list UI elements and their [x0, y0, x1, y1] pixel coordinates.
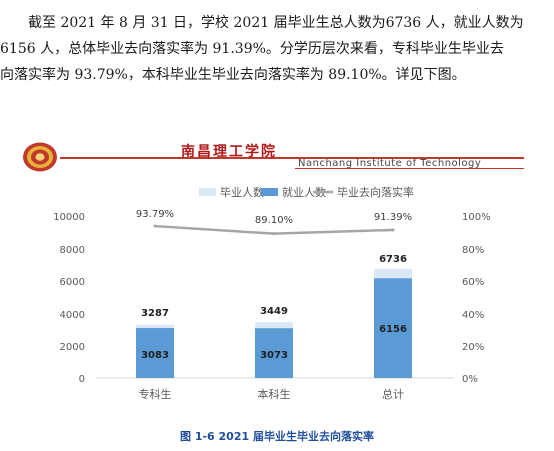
left-tick-label: 8000 [60, 245, 85, 256]
rate-label: 89.10% [255, 215, 293, 226]
rate-point [153, 224, 157, 228]
bar-employed [136, 328, 174, 378]
bars-layer [136, 268, 412, 378]
figure-caption: 图 1-6 2021 届毕业生毕业去向落实率 [180, 430, 374, 443]
employment-chart: 毕业人数 就业人数 毕业去向落实率 10000 8000 6000 4000 2… [53, 185, 491, 401]
paragraph-line-1: 截至 2021 年 8 月 31 日，学校 2021 届毕业生总人数为6736 … [28, 15, 524, 31]
bar-employed [374, 278, 412, 378]
right-tick-label: 80% [462, 245, 484, 256]
paragraph-line-3: 向落实率为 93.79%，本科毕业生毕业去向落实率为 89.10%。详见下图。 [0, 67, 466, 83]
school-name: 南昌理工学院 [181, 144, 277, 160]
left-tick-label: 10000 [53, 212, 85, 223]
legend-swatch-employed [261, 188, 278, 196]
right-tick-label: 20% [462, 342, 484, 353]
rate-labels: 93.79% 89.10% 91.39% [136, 209, 412, 226]
bar-employed [255, 328, 293, 378]
category-label: 本科生 [258, 387, 291, 401]
left-tick-label: 2000 [60, 342, 85, 353]
rate-label: 91.39% [374, 212, 412, 223]
right-tick-label: 40% [462, 310, 484, 321]
header-rule-bottom [295, 168, 524, 169]
rate-label: 93.79% [136, 209, 174, 220]
right-tick-label: 60% [462, 277, 484, 288]
summary-paragraph: 截至 2021 年 8 月 31 日，学校 2021 届毕业生总人数为6736 … [0, 10, 540, 88]
rate-line-layer [153, 224, 395, 236]
employed-labels: 3083 3073 6156 [141, 324, 407, 361]
total-label: 6736 [379, 254, 407, 265]
employed-label: 6156 [379, 324, 407, 335]
category-label: 专科生 [139, 387, 172, 401]
employed-label: 3073 [260, 350, 288, 361]
rate-point [272, 232, 276, 236]
legend-label-employed: 就业人数 [282, 185, 326, 199]
right-tick-label: 100% [462, 212, 491, 223]
legend-swatch-graduates [199, 188, 216, 196]
right-axis-ticks: 100% 80% 60% 40% 20% 0% [462, 212, 491, 385]
left-tick-label: 0 [79, 374, 85, 385]
left-tick-label: 6000 [60, 277, 85, 288]
rate-point [391, 228, 395, 232]
total-labels: 3287 3449 6736 [141, 254, 407, 319]
legend-label-graduates: 毕业人数 [220, 186, 264, 199]
paragraph-line-2: 6156 人，总体毕业去向落实率为 91.39%。分学历层次来看，专科毕业生毕业… [0, 41, 504, 57]
employed-label: 3083 [141, 350, 169, 361]
left-axis-ticks: 10000 8000 6000 4000 2000 0 [53, 212, 85, 385]
header-rule-top [60, 157, 524, 159]
chart-legend: 毕业人数 就业人数 毕业去向落实率 [199, 185, 414, 199]
legend-label-rate: 毕业去向落实率 [337, 185, 414, 199]
right-tick-label: 0% [462, 374, 478, 385]
left-tick-label: 4000 [60, 310, 85, 321]
school-seal-icon [23, 142, 57, 172]
category-labels: 专科生 本科生 总计 [139, 387, 405, 401]
category-label: 总计 [382, 387, 404, 401]
school-name-english: Nanchang Institute of Technology [298, 158, 482, 169]
total-label: 3449 [260, 306, 288, 317]
total-label: 3287 [141, 308, 169, 319]
